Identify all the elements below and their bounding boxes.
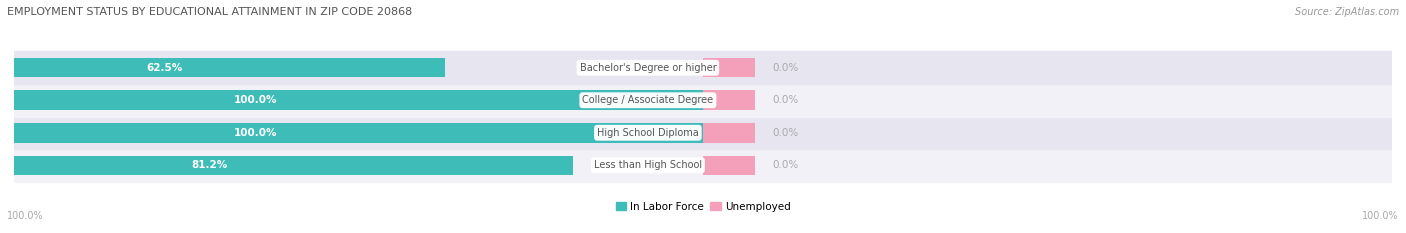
Text: Less than High School: Less than High School	[593, 160, 702, 170]
Text: 100.0%: 100.0%	[233, 128, 277, 138]
Bar	[14, 84, 1392, 116]
Text: 81.2%: 81.2%	[191, 160, 228, 170]
Bar	[703, 155, 755, 175]
Bar	[703, 90, 755, 110]
Bar	[703, 58, 755, 78]
Text: Bachelor's Degree or higher: Bachelor's Degree or higher	[579, 63, 716, 73]
Text: 0.0%: 0.0%	[772, 128, 799, 138]
Text: EMPLOYMENT STATUS BY EDUCATIONAL ATTAINMENT IN ZIP CODE 20868: EMPLOYMENT STATUS BY EDUCATIONAL ATTAINM…	[7, 7, 412, 17]
Legend: In Labor Force, Unemployed: In Labor Force, Unemployed	[612, 198, 794, 216]
Text: 62.5%: 62.5%	[146, 63, 183, 73]
Bar	[14, 90, 703, 110]
Bar	[703, 123, 755, 143]
Text: 0.0%: 0.0%	[772, 160, 799, 170]
Bar	[14, 116, 1392, 149]
Text: 0.0%: 0.0%	[772, 63, 799, 73]
Text: 100.0%: 100.0%	[233, 95, 277, 105]
Bar	[14, 149, 1392, 182]
Text: 100.0%: 100.0%	[1362, 211, 1399, 221]
Text: 100.0%: 100.0%	[7, 211, 44, 221]
Text: High School Diploma: High School Diploma	[598, 128, 699, 138]
Bar	[14, 123, 703, 143]
Text: 0.0%: 0.0%	[772, 95, 799, 105]
Bar	[14, 155, 574, 175]
Bar	[14, 58, 444, 78]
Bar	[14, 51, 1392, 84]
Text: Source: ZipAtlas.com: Source: ZipAtlas.com	[1295, 7, 1399, 17]
Text: College / Associate Degree: College / Associate Degree	[582, 95, 713, 105]
